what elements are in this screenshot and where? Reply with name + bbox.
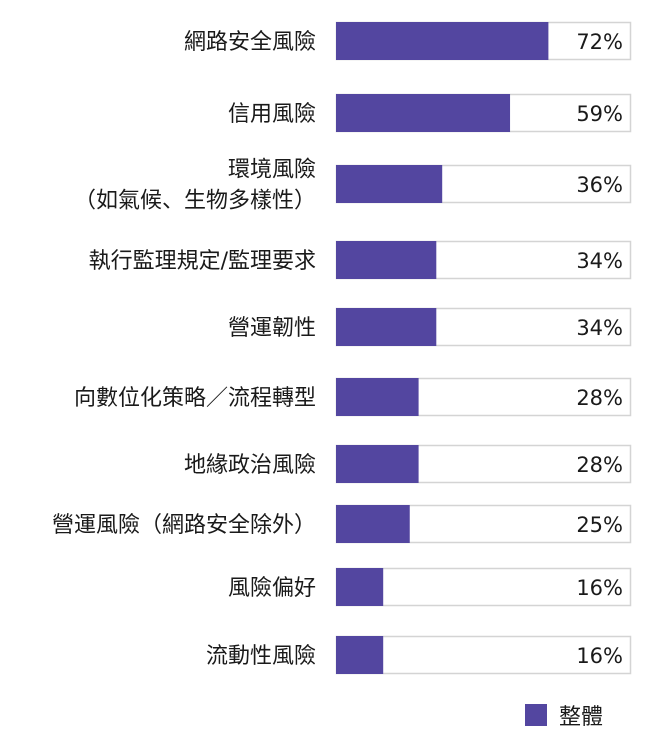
data-label: 34% [576, 249, 623, 273]
category-label: 營運韌性 [228, 316, 316, 341]
data-label: 16% [576, 576, 623, 600]
data-label: 36% [576, 173, 623, 197]
bar [336, 505, 410, 543]
category-label: 環境風險 [228, 158, 316, 183]
bar [336, 241, 437, 279]
bar [336, 636, 384, 674]
category-label: 執行監理規定/監理要求 [89, 249, 316, 274]
category-label: 地緣政治風險 [184, 453, 316, 478]
data-label: 28% [576, 386, 623, 410]
data-label: 16% [576, 644, 623, 668]
bar [336, 445, 419, 483]
data-label: 34% [576, 316, 623, 340]
data-label: 72% [576, 30, 623, 54]
data-label: 25% [576, 513, 623, 537]
legend: 整體 [525, 700, 603, 730]
bar [336, 568, 384, 606]
category-label: 向數位化策略／流程轉型 [74, 386, 316, 411]
category-label: （如氣候、生物多樣性） [74, 189, 316, 214]
legend-label: 整體 [559, 705, 604, 730]
data-label: 59% [576, 102, 623, 126]
bar [336, 165, 443, 203]
bar [336, 378, 419, 416]
category-label: 信用風險 [228, 102, 316, 127]
category-label: 風險偏好 [228, 576, 316, 601]
category-label: 流動性風險 [206, 644, 316, 669]
category-label: 網路安全風險 [184, 30, 316, 55]
category-label: 營運風險（網路安全除外） [52, 513, 316, 538]
bar [336, 22, 549, 60]
bar [336, 94, 511, 132]
bar-track [335, 635, 632, 675]
legend-swatch [525, 704, 547, 726]
data-label: 28% [576, 453, 623, 477]
bar [336, 308, 437, 346]
